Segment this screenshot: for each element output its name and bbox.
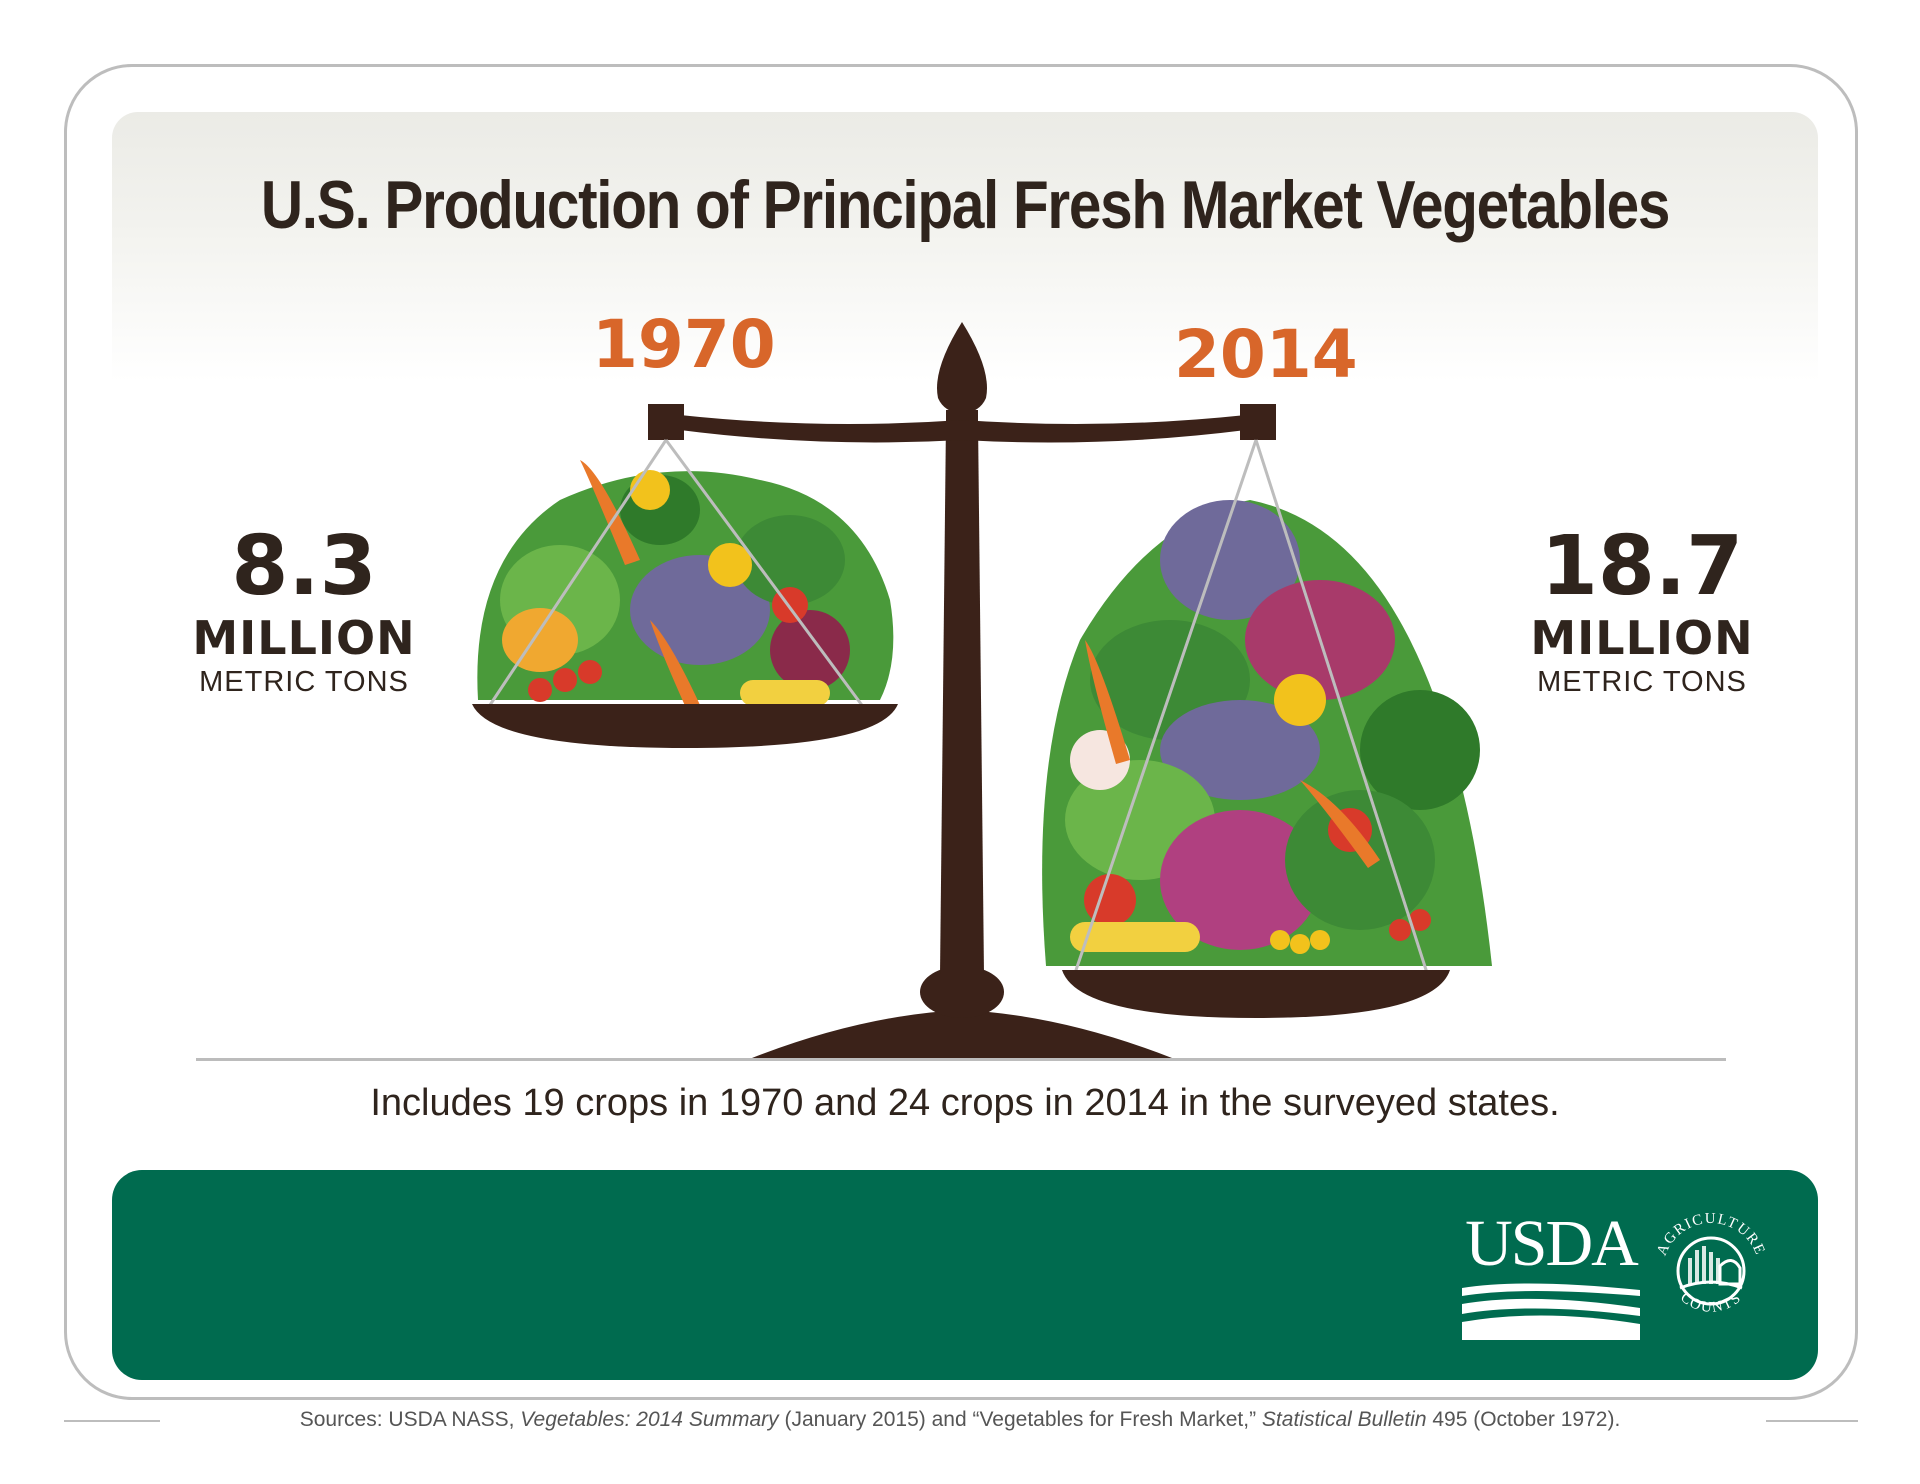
seal-bottom-text: COUNTS bbox=[1677, 1289, 1743, 1316]
value-label-2014: 18.7 MILLION METRIC TONS bbox=[1502, 522, 1782, 700]
scale-finial-collar bbox=[946, 410, 978, 424]
vegetable-pile-2014 bbox=[1042, 500, 1492, 966]
source-title-2: Statistical Bulletin bbox=[1261, 1408, 1427, 1431]
year-label-2014: 2014 bbox=[1174, 316, 1358, 393]
source-title-1: Vegetables: 2014 Summary bbox=[520, 1408, 779, 1431]
pan-string-left-a bbox=[486, 439, 668, 709]
usda-logo: USDA bbox=[1462, 1207, 1640, 1340]
pan-string-left-b bbox=[664, 439, 866, 709]
value-number-2014: 18.7 bbox=[1540, 519, 1744, 614]
source-rule-left bbox=[64, 1420, 160, 1422]
agriculture-counts-seal: AGRICULTURE COUNTS bbox=[1654, 1211, 1768, 1316]
value-label-1970: 8.3 MILLION METRIC TONS bbox=[164, 522, 444, 700]
value-magnitude-1970: MILLION bbox=[192, 611, 416, 665]
scale-pan-2014 bbox=[1062, 970, 1450, 1018]
vegetable-pile-1970 bbox=[477, 460, 894, 708]
divider-line bbox=[196, 1058, 1726, 1061]
scale-finial bbox=[937, 322, 987, 414]
year-label-1970: 1970 bbox=[592, 306, 776, 383]
pan-string-right-b bbox=[1254, 439, 1430, 977]
source-mid: (January 2015) and “Vegetables for Fresh… bbox=[778, 1408, 1262, 1431]
pan-string-right-a bbox=[1072, 439, 1258, 977]
chart-title: U.S. Production of Principal Fresh Marke… bbox=[260, 167, 1671, 243]
svg-text:AGRICULTURE: AGRICULTURE bbox=[1654, 1211, 1768, 1258]
usda-waves-icon bbox=[1462, 1283, 1640, 1340]
scale-base-knob bbox=[920, 966, 1004, 1018]
value-number-1970: 8.3 bbox=[231, 519, 377, 614]
brand-band bbox=[112, 1170, 1818, 1380]
value-unit-1970: METRIC TONS bbox=[199, 666, 409, 698]
value-magnitude-2014: MILLION bbox=[1530, 611, 1754, 665]
svg-text:COUNTS: COUNTS bbox=[1677, 1289, 1745, 1316]
scale-post bbox=[940, 420, 984, 975]
scale-beam bbox=[680, 415, 1246, 443]
source-prefix: Sources: USDA NASS, bbox=[299, 1408, 521, 1431]
beam-end-left bbox=[648, 404, 684, 440]
scale-pan-1970 bbox=[472, 704, 898, 748]
usda-wordmark: USDA bbox=[1465, 1207, 1639, 1280]
beam-end-right bbox=[1240, 404, 1276, 440]
value-unit-2014: METRIC TONS bbox=[1537, 666, 1747, 698]
source-rule-right bbox=[1766, 1420, 1858, 1422]
source-suffix: 495 (October 1972). bbox=[1426, 1408, 1621, 1431]
scale-base bbox=[752, 1010, 1172, 1058]
source-citation: Sources: USDA NASS, Vegetables: 2014 Sum… bbox=[0, 1408, 1920, 1432]
footnote: Includes 19 crops in 1970 and 24 crops i… bbox=[370, 1082, 1560, 1124]
seal-top-text: AGRICULTURE bbox=[1654, 1211, 1766, 1258]
